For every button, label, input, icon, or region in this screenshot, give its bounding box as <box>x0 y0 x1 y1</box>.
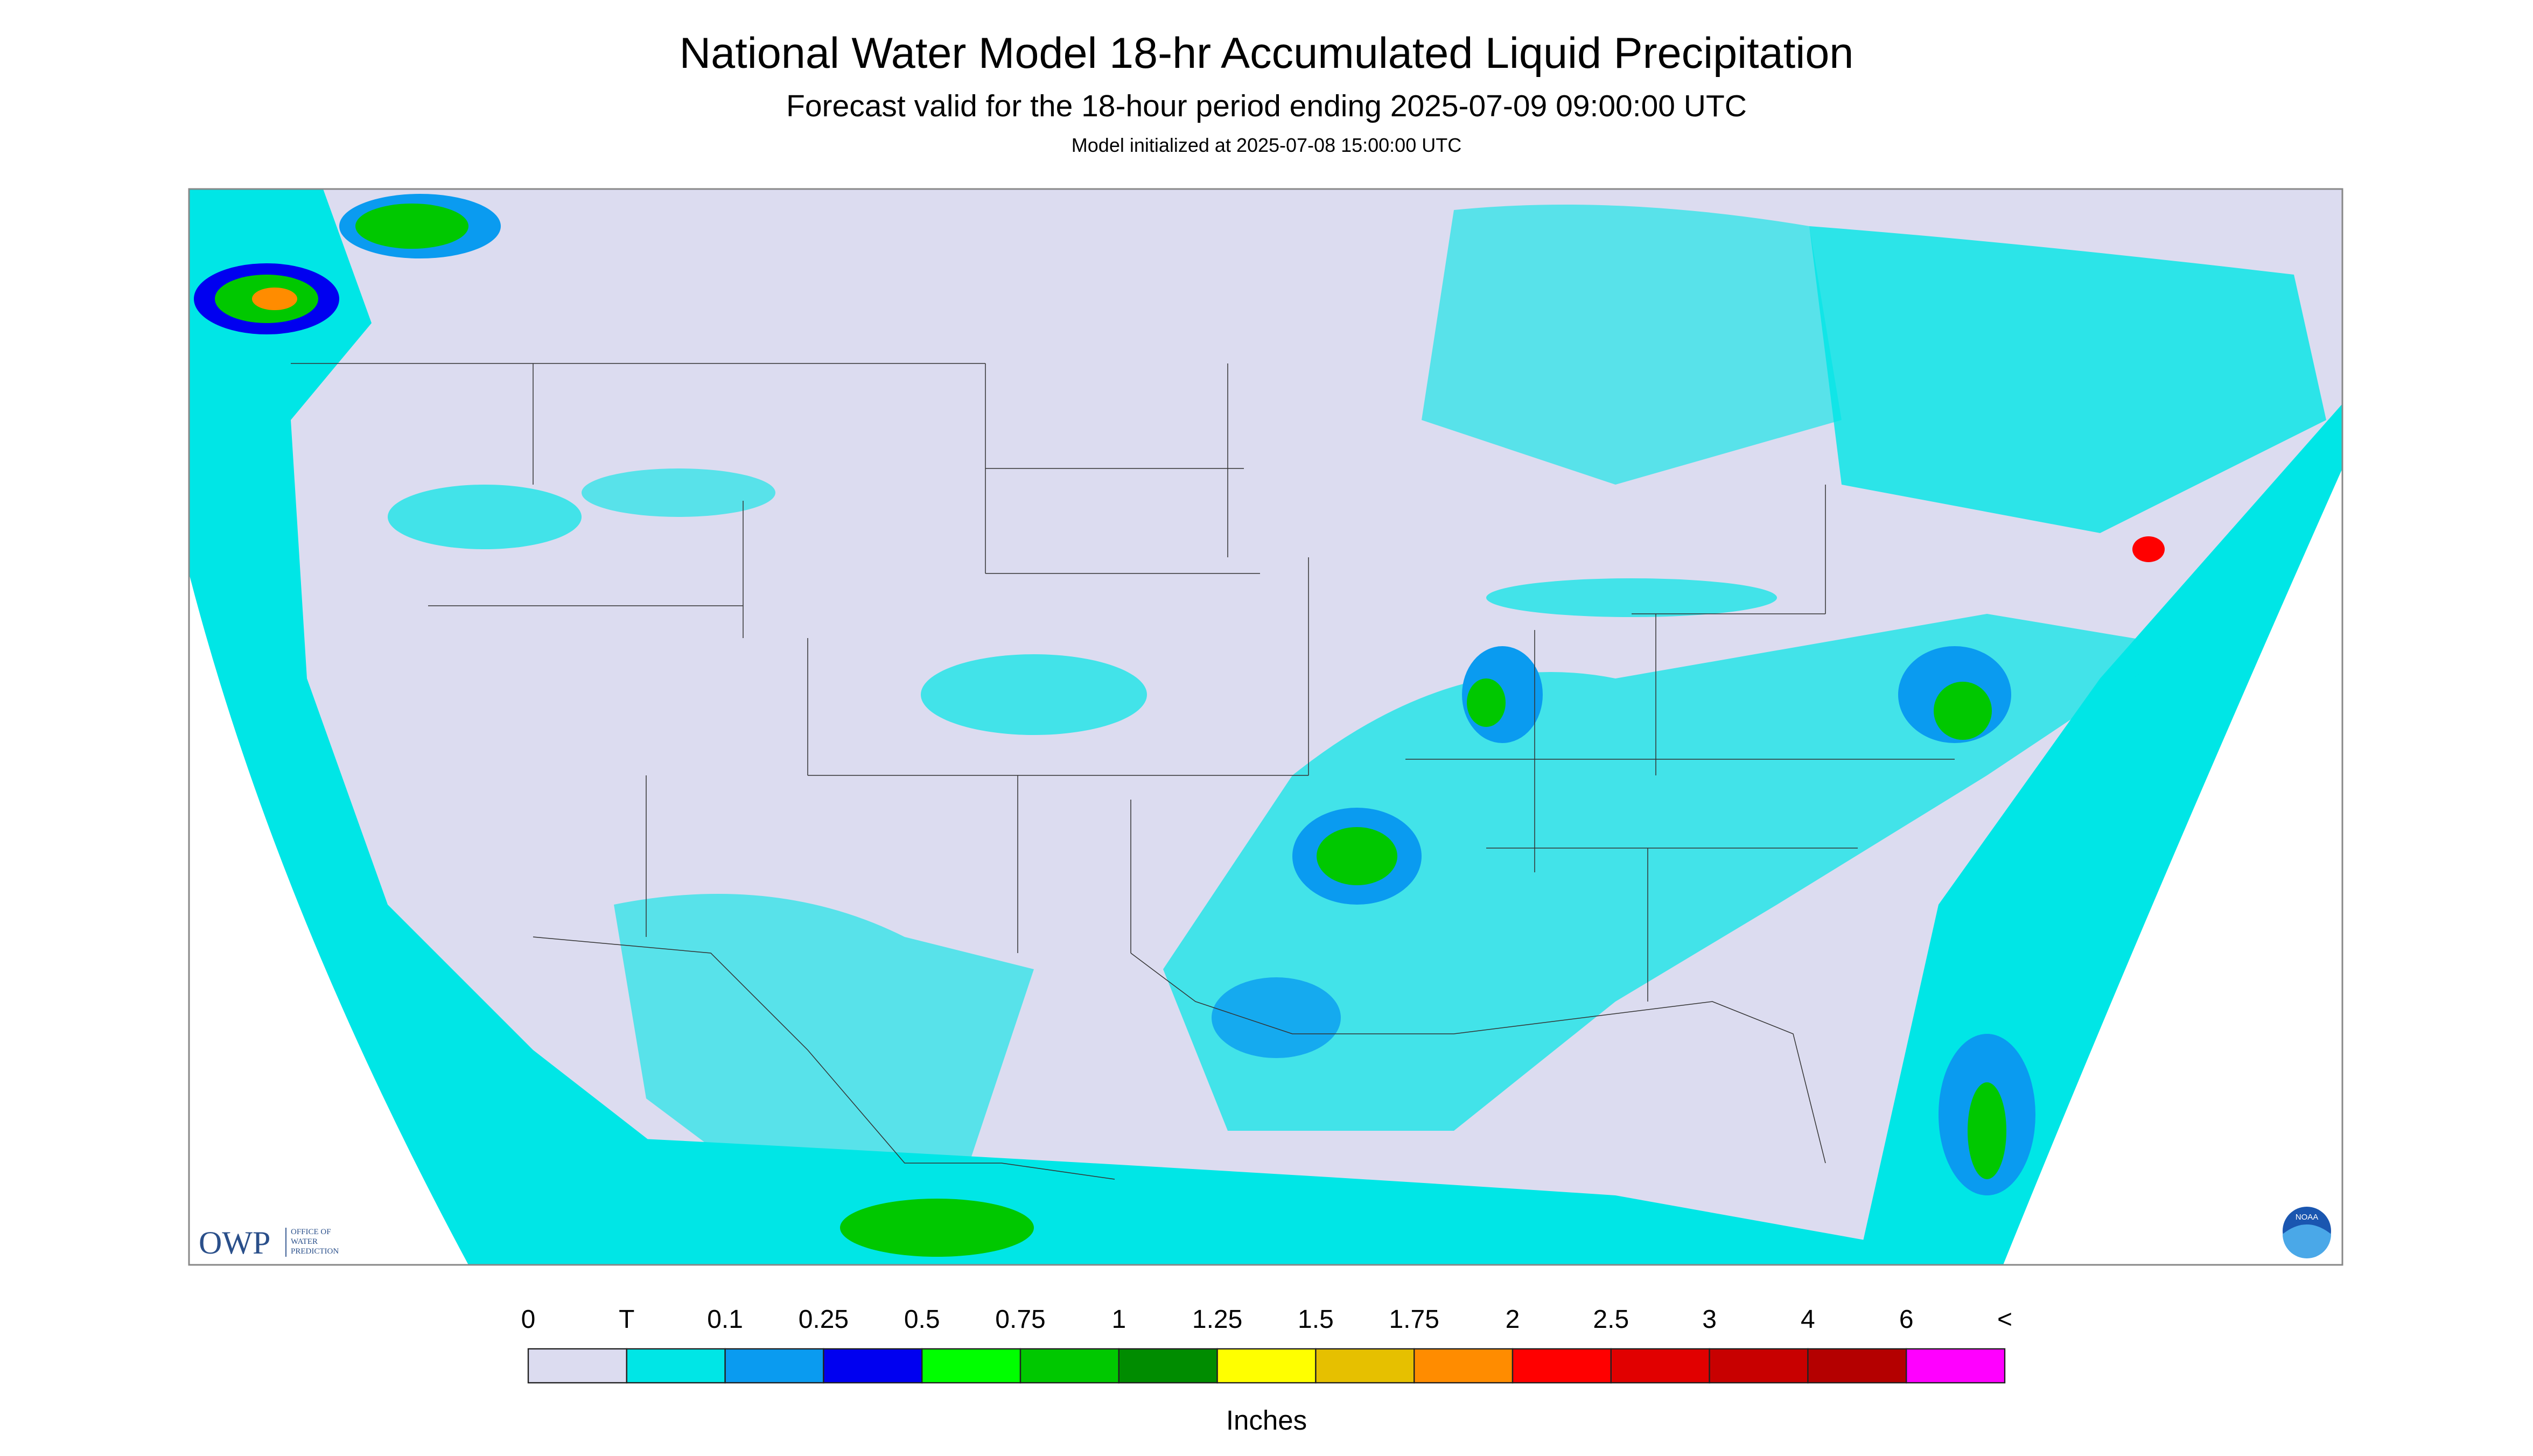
colorbar-swatch <box>1019 1348 1120 1384</box>
colorbar-label: < <box>1997 1305 2012 1334</box>
colorbar-swatch <box>921 1348 1021 1384</box>
colorbar-swatch <box>626 1348 726 1384</box>
colorbar-swatch <box>823 1348 923 1384</box>
owp-office: OFFICE OF <box>291 1228 331 1236</box>
noaa-text: NOAA <box>2296 1213 2319 1222</box>
colorbar-swatch <box>1610 1348 1710 1384</box>
colorbar-label: 1.75 <box>1389 1305 1439 1334</box>
colorbar-swatch <box>1414 1348 1514 1384</box>
colorbar-label: 0.75 <box>995 1305 1045 1334</box>
colorbar-swatch <box>1118 1348 1218 1384</box>
state-borders <box>291 363 1955 1180</box>
colorbar-label: 4 <box>1801 1305 1815 1334</box>
colorbar-unit: Inches <box>1226 1405 1307 1436</box>
colorbar-label: 0.5 <box>904 1305 940 1334</box>
colorbar: 0 T 0.1 0.25 0.5 0.75 1 1.25 1.5 1.75 2 2.5 3 4 6 < <box>521 1305 2012 1384</box>
colorbar-swatch <box>1315 1348 1415 1384</box>
owp-office: PREDICTION <box>291 1247 339 1256</box>
colorbar-label: 0.1 <box>707 1305 743 1334</box>
colorbar-label: 2 <box>1506 1305 1520 1334</box>
colorbar-swatch <box>527 1348 628 1384</box>
colorbar-label: 6 <box>1899 1305 1914 1334</box>
owp-logo: OWP <box>199 1225 270 1261</box>
map: OWP OFFICE OF WATER PREDICTION NOAA <box>188 188 2343 1266</box>
colorbar-swatch <box>724 1348 824 1384</box>
colorbar-label: 1 <box>1111 1305 1126 1334</box>
colorbar-swatch <box>1807 1348 1907 1384</box>
colorbar-label: 0 <box>521 1305 536 1334</box>
colorbar-swatch <box>1512 1348 1612 1384</box>
subtitle: Forecast valid for the 18-hour period en… <box>786 89 1747 123</box>
colorbar-label: 2.5 <box>1593 1305 1629 1334</box>
colorbar-swatch <box>1216 1348 1317 1384</box>
colorbar-swatch <box>1709 1348 1809 1384</box>
init-note: Model initialized at 2025-07-08 15:00:00… <box>1072 134 1461 156</box>
colorbar-label: 1.5 <box>1298 1305 1334 1334</box>
colorbar-swatch <box>1905 1348 2006 1384</box>
map-frame <box>188 188 2343 1266</box>
colorbar-label: 0.25 <box>799 1305 849 1334</box>
colorbar-label: 1.25 <box>1192 1305 1242 1334</box>
title: National Water Model 18-hr Accumulated L… <box>680 29 1854 78</box>
colorbar-label: 3 <box>1702 1305 1717 1334</box>
colorbar-label: T <box>619 1305 634 1334</box>
owp-office: WATER <box>291 1237 318 1246</box>
